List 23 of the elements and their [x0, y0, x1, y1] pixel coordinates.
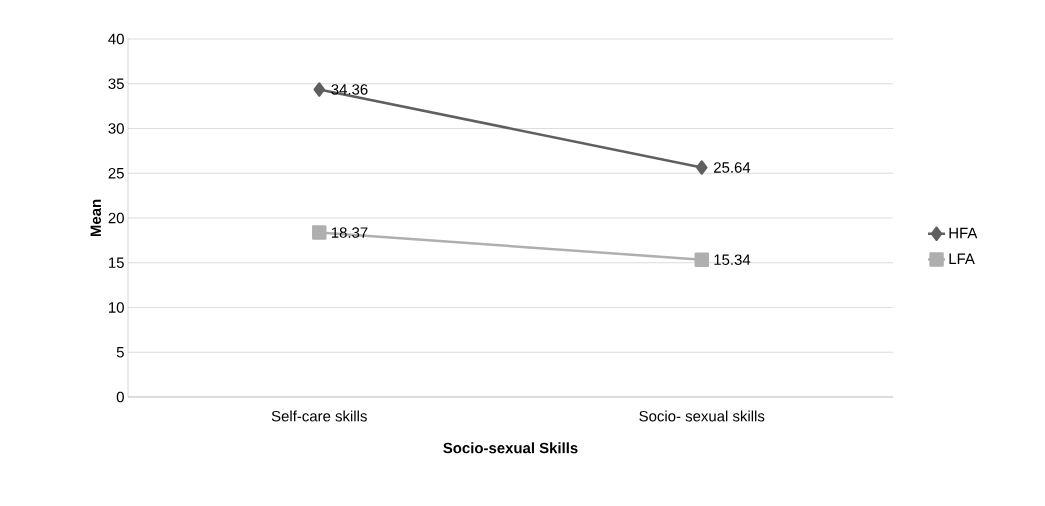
y-tick-label: 35	[108, 78, 124, 90]
y-tick-label: 5	[116, 347, 124, 358]
data-label: 34.36	[331, 84, 368, 95]
y-tick-label: 0	[116, 391, 124, 403]
point	[696, 160, 708, 175]
legend-label: HFA	[949, 227, 978, 239]
data-label: 25.64	[714, 162, 751, 173]
y-tick-label: 15	[109, 257, 124, 268]
data-label: 18.37	[331, 227, 368, 238]
point	[312, 225, 327, 240]
point	[313, 82, 325, 97]
x-tick-label: Self-care skills	[271, 410, 367, 422]
data-label: 15.34	[714, 254, 751, 265]
legend-label: LFA	[949, 253, 975, 264]
y-axis-title: Mean	[90, 199, 102, 237]
x-tick-label: Socio- sexual skills	[639, 410, 765, 422]
x-axis-title: Socio-sexual Skills	[443, 442, 578, 454]
y-tick-label: 30	[108, 123, 124, 134]
point	[694, 252, 709, 267]
y-tick-label: 20	[108, 212, 124, 224]
y-tick-label: 25	[108, 167, 124, 179]
y-tick-label: 10	[109, 302, 124, 313]
y-tick-label: 40	[108, 33, 124, 45]
